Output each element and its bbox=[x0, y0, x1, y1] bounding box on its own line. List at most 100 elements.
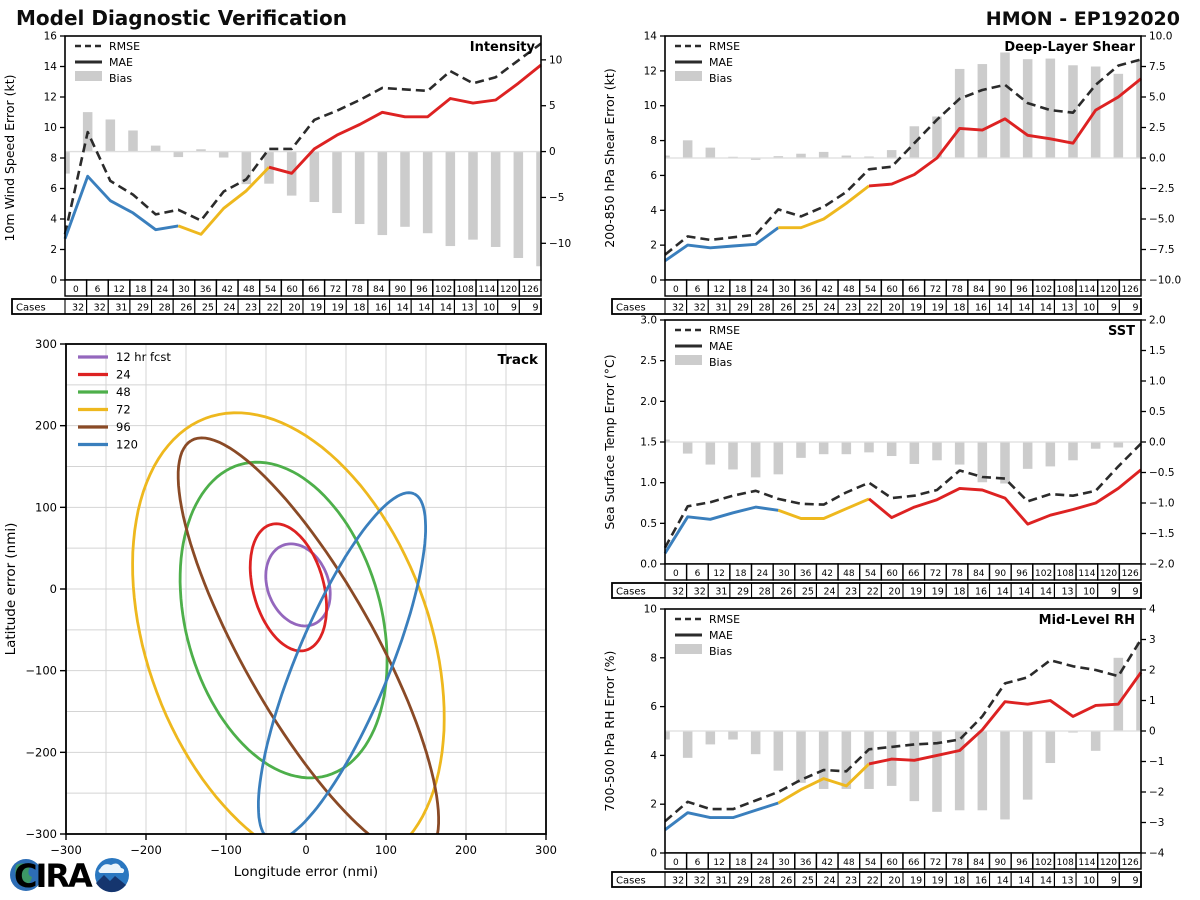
hour-label: 6 bbox=[695, 569, 701, 579]
hour-label: 24 bbox=[157, 285, 169, 295]
rmse-line bbox=[663, 442, 1142, 549]
hour-label: 126 bbox=[522, 285, 539, 295]
right-tick-label: 0.0 bbox=[1149, 437, 1166, 449]
left-tick-label: 8 bbox=[650, 652, 657, 664]
cases-value: 18 bbox=[953, 303, 965, 314]
left-tick-label: 6 bbox=[650, 701, 657, 713]
right-tick-label: −0.5 bbox=[1149, 467, 1175, 479]
hour-label: 96 bbox=[1016, 858, 1028, 868]
hour-label: 66 bbox=[908, 858, 920, 868]
cases-value: 14 bbox=[440, 303, 452, 314]
cases-value: 19 bbox=[910, 876, 922, 887]
hour-label: 24 bbox=[757, 569, 769, 579]
cases-value: 14 bbox=[418, 303, 430, 314]
legend-rmse-label: RMSE bbox=[109, 40, 140, 53]
hour-label: 42 bbox=[822, 858, 833, 868]
cases-row: 32 32 31 29 28 26 25 24 23 22 20 19 19 18 16 14 14 14 13 10… bbox=[611, 871, 1142, 888]
model-run-title: HMON - EP192020 bbox=[985, 8, 1180, 30]
cases-value: 24 bbox=[823, 876, 835, 887]
hour-label: 108 bbox=[1057, 569, 1074, 579]
legend-mae-label: MAE bbox=[709, 629, 733, 642]
forecast-hour-row: 0 6 12 18 24 30 36 42 48 54 60 66 72 78 84 90 96 102 108 11… bbox=[664, 563, 1142, 581]
hour-label: 78 bbox=[951, 569, 963, 579]
hour-label: 60 bbox=[886, 569, 898, 579]
cases-value: 25 bbox=[802, 303, 814, 314]
right-tick-label: 1 bbox=[1149, 695, 1156, 707]
left-tick-label: 0 bbox=[650, 275, 657, 287]
cases-value: 18 bbox=[953, 876, 965, 887]
left-tick-label: 6 bbox=[50, 183, 57, 195]
forecast-hour-row: 0 6 12 18 24 30 36 42 48 54 60 66 72 78 84 90 96 102 108 11… bbox=[64, 279, 542, 297]
hour-label: 72 bbox=[930, 858, 941, 868]
cases-value: 32 bbox=[72, 303, 84, 314]
cases-value: 32 bbox=[694, 587, 706, 598]
left-tick-label: 16 bbox=[44, 31, 58, 43]
ellipse-96 bbox=[176, 436, 441, 834]
cases-value: 28 bbox=[759, 587, 771, 598]
hour-label: 126 bbox=[1122, 569, 1139, 579]
hour-label: 60 bbox=[886, 285, 898, 295]
left-tick-label: 2 bbox=[650, 799, 657, 811]
hour-label: 18 bbox=[135, 285, 147, 295]
hour-label: 12 bbox=[713, 285, 724, 295]
left-tick-label: 1.5 bbox=[640, 437, 657, 449]
cases-value: 29 bbox=[137, 303, 149, 314]
hour-label: 24 bbox=[757, 285, 769, 295]
left-tick-label: 0.0 bbox=[640, 559, 657, 571]
cases-value: 24 bbox=[823, 587, 835, 598]
error-ellipses bbox=[131, 411, 446, 834]
legend-bias-swatch bbox=[675, 644, 702, 654]
cases-row-label: Cases bbox=[616, 587, 646, 598]
mae-line-red bbox=[868, 468, 1142, 526]
chart-title: Track bbox=[498, 352, 539, 368]
cases-value: 14 bbox=[1018, 587, 1030, 598]
ellipse-24 bbox=[248, 522, 329, 653]
hour-label: 102 bbox=[1035, 285, 1052, 295]
mae-line-yellow bbox=[778, 184, 870, 230]
page-title: Model Diagnostic Verification bbox=[16, 6, 347, 30]
cases-value: 9 bbox=[1132, 587, 1138, 598]
legend-label: 12 hr fcst bbox=[116, 350, 171, 364]
cases-value: 18 bbox=[353, 303, 365, 314]
hour-label: 12 bbox=[713, 569, 724, 579]
left-tick-label: 2 bbox=[650, 240, 657, 252]
cases-value: 26 bbox=[180, 303, 192, 314]
cases-value: 26 bbox=[780, 303, 792, 314]
right-tick-label: 2.5 bbox=[1149, 122, 1166, 134]
cases-value: 32 bbox=[672, 876, 684, 887]
cases-value: 20 bbox=[888, 587, 900, 598]
cases-value: 9 bbox=[1132, 876, 1138, 887]
intensity-chart: 0 2 4 6 8 10 12 14 16 −10 −5 0 5 10 10m Wind Speed Err… bbox=[0, 28, 600, 320]
y-tick-label: 300 bbox=[35, 337, 57, 351]
cases-row-label: Cases bbox=[616, 303, 646, 314]
cases-row-label: Cases bbox=[616, 876, 646, 887]
right-tick-label: −10.0 bbox=[1149, 275, 1181, 287]
ellipse-12-hr-fcst bbox=[264, 542, 332, 628]
hour-label: 120 bbox=[1100, 285, 1117, 295]
y-tick-label: 0 bbox=[50, 582, 57, 596]
cases-value: 19 bbox=[910, 587, 922, 598]
cases-value: 29 bbox=[737, 303, 749, 314]
hour-label: 90 bbox=[395, 285, 407, 295]
cases-value: 25 bbox=[802, 876, 814, 887]
hour-label: 48 bbox=[843, 285, 855, 295]
hour-label: 102 bbox=[1035, 858, 1052, 868]
mae-line-red bbox=[868, 77, 1142, 188]
x-tick-label: 100 bbox=[375, 843, 397, 857]
x-tick-label: 0 bbox=[302, 843, 309, 857]
cases-value: 19 bbox=[932, 587, 944, 598]
cases-value: 29 bbox=[737, 587, 749, 598]
left-tick-label: 2.0 bbox=[640, 396, 657, 408]
cases-value: 31 bbox=[715, 587, 727, 598]
cases-value: 31 bbox=[115, 303, 127, 314]
hour-label: 84 bbox=[373, 285, 385, 295]
left-tick-label: 2.5 bbox=[640, 355, 657, 367]
cases-value: 23 bbox=[845, 303, 857, 314]
cases-value: 31 bbox=[715, 876, 727, 887]
hour-label: 6 bbox=[695, 858, 701, 868]
cases-row: 32 32 31 29 28 26 25 24 23 22 20 19 19 18 16 14 14 14 13 10… bbox=[11, 298, 542, 315]
cases-value: 32 bbox=[694, 876, 706, 887]
cases-value: 9 bbox=[1111, 587, 1117, 598]
legend-label: 96 bbox=[116, 420, 131, 434]
